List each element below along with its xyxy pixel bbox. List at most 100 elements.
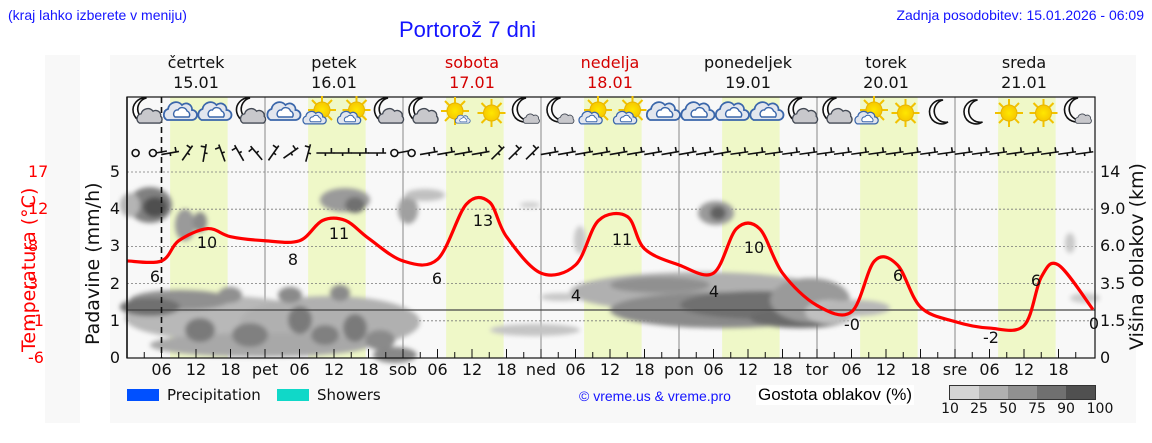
cloud-height-axis-title: Višina oblakov (km) <box>1126 163 1148 350</box>
moon-cloud-icon <box>787 97 819 124</box>
cloud-icon <box>266 101 302 121</box>
temperature-axis-title: Temperatura (°C) <box>18 187 40 352</box>
density-scale-label: 10 <box>941 401 959 417</box>
wind-barb-icon <box>161 146 180 157</box>
cloud-height-tick: 6.0 <box>1100 236 1126 256</box>
temperature-value-label: 11 <box>328 224 350 243</box>
temperature-axis-panel <box>45 55 80 423</box>
day-date: 21.01 <box>1001 73 1047 92</box>
temperature-value-label: 4 <box>570 286 582 305</box>
cloud-height-tick: 3.5 <box>1100 273 1126 293</box>
density-swatch <box>1037 386 1066 399</box>
temperature-tick: -6 <box>28 348 44 367</box>
precipitation-tick: 5 <box>109 162 120 181</box>
density-swatch <box>1066 386 1095 399</box>
precipitation-tick: 2 <box>109 273 120 293</box>
wind-barb-icon <box>508 144 523 160</box>
moon-cloud-icon <box>822 97 853 124</box>
temperature-value-label: -2 <box>983 328 999 347</box>
x-minor-ticks <box>143 349 1077 358</box>
wind-barb-icon <box>437 146 456 157</box>
wind-barb-icon <box>419 146 438 157</box>
wind-barb-icon <box>782 147 801 157</box>
day-date: 16.01 <box>311 73 357 92</box>
temperature-value-label: 10 <box>196 233 218 252</box>
wind-barb-icon <box>131 148 140 158</box>
wind-barb-icon <box>678 146 697 157</box>
cloud-height-tick: 14 <box>1100 162 1121 181</box>
x-tick-label: sre <box>942 360 968 379</box>
wind-barb-icon <box>200 143 208 163</box>
copyright-link[interactable]: © vreme.us & vreme.pro <box>579 388 731 404</box>
x-tick-label: 06 <box>979 360 1000 379</box>
moon-cloud-icon <box>373 97 405 124</box>
x-tick-label: 18 <box>1048 360 1069 379</box>
precipitation-tick: 1 <box>109 310 120 330</box>
x-tick-label: 18 <box>634 360 655 379</box>
wind-barb-icon <box>764 147 783 157</box>
cloud-density-scale <box>949 385 1096 400</box>
x-tick-label: tor <box>805 360 829 379</box>
x-tick-label: 12 <box>461 360 483 379</box>
wind-barb-icon <box>557 146 576 157</box>
sun-icon <box>1028 98 1059 128</box>
wind-barb-icon <box>407 148 416 158</box>
moon-icon <box>963 99 984 125</box>
moon-small-cloud-icon <box>511 97 540 124</box>
wind-barb-icon <box>368 148 387 156</box>
last-update-text: Zadnja posodobitev: 15.01.2026 - 06:09 <box>896 7 1144 23</box>
day-header: torek 20.01 <box>826 53 946 93</box>
temperature-curve <box>126 195 1095 332</box>
x-tick-label: 12 <box>737 360 759 379</box>
precipitation-tick: 0 <box>109 348 120 367</box>
x-tick-label: 18 <box>772 360 793 379</box>
wind-barb-icon <box>609 146 628 157</box>
wind-barb-icon <box>971 147 990 157</box>
precipitation-tick: 3 <box>109 236 120 256</box>
wind-barb-icon <box>231 144 245 162</box>
day-date: 18.01 <box>587 73 633 92</box>
x-tick-label: 18 <box>220 360 241 379</box>
density-scale-label: 50 <box>999 401 1017 417</box>
wind-barb-icon <box>592 146 611 157</box>
wind-barb-icon <box>148 148 168 158</box>
density-swatch <box>979 386 1008 399</box>
moon-cloud-icon <box>235 97 267 124</box>
precipitation-axis-title: Padavine (mm/h) <box>82 182 104 345</box>
day-name: ponedeljek <box>704 53 792 72</box>
temperature-tick: 12 <box>28 199 49 219</box>
wind-barb-icon <box>1023 147 1042 157</box>
cloud-height-tick: 0 <box>1100 348 1111 367</box>
temperature-value-label: -0 <box>844 315 860 334</box>
temperature-tick: -1 <box>28 310 44 330</box>
day-header: četrtek 15.01 <box>136 53 256 93</box>
day-name: četrtek <box>167 53 225 72</box>
wind-barb-icon <box>799 147 818 157</box>
wind-barb-icon <box>283 145 299 159</box>
x-tick-label: pon <box>663 360 695 379</box>
temperature-value-label: 10 <box>743 238 765 257</box>
cloud-density-legend-title: Gostota oblakov (%) <box>756 385 915 405</box>
wind-barb-icon <box>626 146 645 157</box>
x-tick-label: 12 <box>323 360 345 379</box>
day-name: nedelja <box>580 53 640 72</box>
x-tick-label: 06 <box>565 360 586 379</box>
temperature-value-label: 0 <box>1088 314 1100 333</box>
sun-icon <box>476 98 507 128</box>
moon-icon <box>928 99 949 125</box>
density-scale-label: 100 <box>1086 401 1114 417</box>
region-menu-hint[interactable]: (kraj lahko izberete v meniju) <box>8 7 187 23</box>
wind-barb-icon <box>954 147 973 157</box>
cloud-height-tick: 1.5 <box>1100 310 1126 330</box>
wind-barb-icon <box>540 146 559 157</box>
density-swatch <box>1008 386 1037 399</box>
wind-barbs-row <box>131 143 1094 163</box>
wind-barb-icon <box>1006 147 1025 157</box>
wind-barb-icon <box>1075 147 1094 157</box>
x-tick-label: sob <box>388 360 418 379</box>
day-name: sreda <box>1001 53 1047 72</box>
day-header: ponedeljek 19.01 <box>688 53 808 93</box>
temperature-tick: 17 <box>28 162 49 181</box>
density-scale-label: 90 <box>1057 401 1075 417</box>
precipitation-tick: 4 <box>109 199 120 219</box>
